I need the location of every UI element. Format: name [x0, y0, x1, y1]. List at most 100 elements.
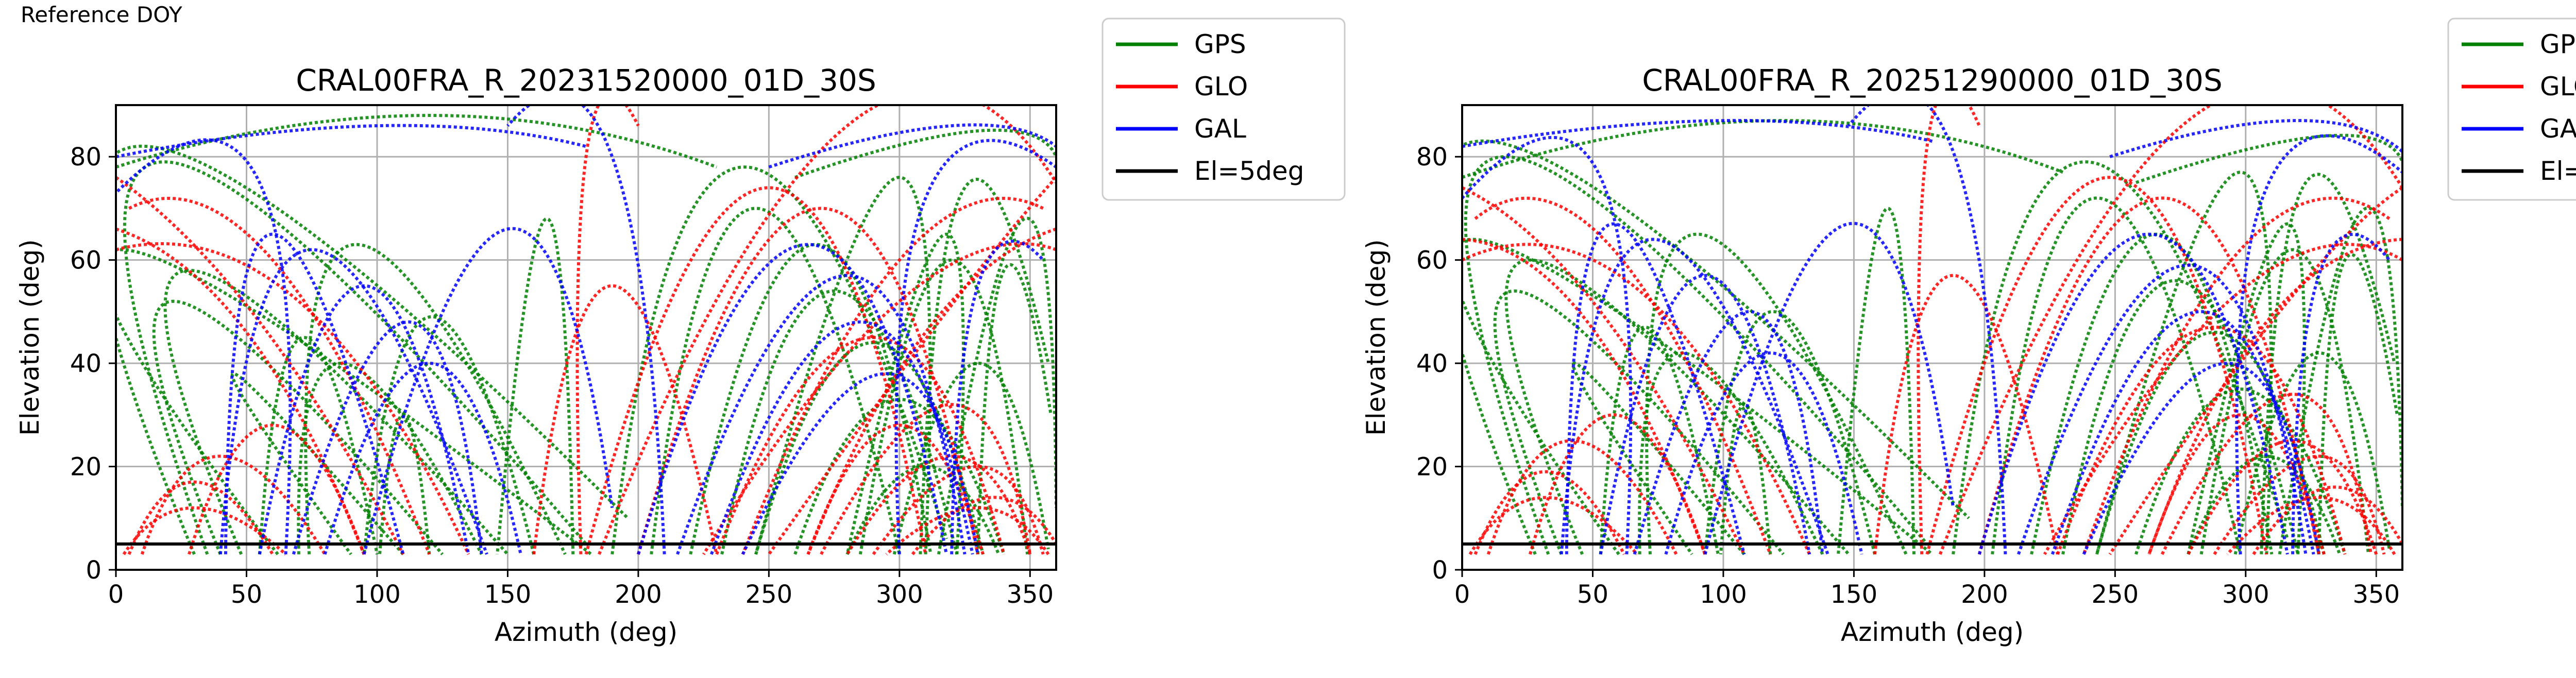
x-tick-label: 250	[2092, 580, 2139, 609]
series-gps-track	[1462, 238, 1934, 556]
series-gal-track	[218, 248, 488, 555]
series-gps-track	[976, 263, 1053, 554]
series-glo-track	[1873, 274, 2059, 555]
x-axis-label: Azimuth (deg)	[1841, 617, 2024, 647]
series-glo-track	[1462, 243, 1811, 555]
series-glo-track	[1462, 238, 1707, 555]
series-glo-track	[2043, 243, 2402, 555]
series-gps-track	[123, 160, 587, 555]
legend-label: GAL	[1194, 114, 1246, 144]
axes-frame	[1461, 104, 2403, 571]
x-tick-label: 0	[1454, 580, 1470, 609]
series-gps-track	[1991, 196, 2242, 555]
legend: GPS GLO GAL El=5deg	[2447, 18, 2576, 201]
series-glo-track	[845, 454, 1032, 555]
series-gps-track	[2061, 279, 2300, 555]
chart-panel-2: 0 50 100 150 200 250 300 350 0 20 40 60 80 CRAL00FRA_…	[1361, 18, 2576, 647]
y-tick-label: 60	[1416, 246, 1448, 275]
legend-label: GPS	[1194, 29, 1246, 59]
series-gps-track	[1599, 326, 1720, 555]
series-gal-track	[1462, 135, 1633, 555]
series-gal	[1462, 105, 2402, 555]
series-gal	[116, 105, 1056, 555]
series-gal-track	[894, 139, 1056, 555]
series-glo-track	[575, 105, 640, 555]
y-tick-label: 20	[70, 453, 101, 482]
legend: GPS GLO GAL El=5deg	[1101, 18, 1346, 201]
x-tick-label: 350	[2352, 580, 2400, 609]
x-tick-label: 300	[2222, 580, 2269, 609]
y-tick-label: 0	[86, 556, 101, 585]
series-gal-track	[1599, 274, 1811, 555]
series-gal-track	[2050, 310, 2315, 555]
series-gps-track	[1504, 258, 1850, 555]
series-gal-track	[2016, 263, 2308, 555]
series-gal-track	[1703, 222, 1955, 555]
series-gps-track	[720, 289, 959, 555]
series-glo-track	[1917, 105, 1981, 554]
y-tick-label: 40	[70, 349, 101, 378]
x-axis-label: Azimuth (deg)	[495, 617, 677, 647]
series-glo-track	[1977, 196, 2320, 555]
series-gal-track	[1847, 105, 2007, 555]
axes-frame	[115, 104, 1057, 571]
series-glo-track	[598, 105, 1056, 555]
series-gal-track	[1565, 222, 1746, 555]
series-gal-track	[741, 372, 979, 555]
series-glo-track	[116, 242, 470, 555]
series-gal-track	[224, 232, 405, 555]
series-glo-track	[140, 454, 327, 555]
legend-box	[1101, 18, 1346, 201]
series-glo-track	[872, 465, 1045, 555]
legend-label: GPS	[2540, 29, 2576, 59]
series-gal-track	[637, 243, 948, 555]
series-gal-track	[116, 138, 292, 555]
series-gps-track	[650, 207, 901, 555]
y-axis-label: Elevation (deg)	[1361, 239, 1391, 435]
series-gal-track	[116, 124, 587, 159]
series-glo-track	[741, 197, 1044, 555]
series-glo-track	[715, 335, 1006, 555]
plot-area	[1462, 105, 2402, 556]
y-tick-label: 60	[70, 246, 101, 275]
series-glo-track	[2147, 238, 2402, 555]
series-gps-track	[1462, 139, 1970, 555]
series-gal-track	[676, 274, 967, 555]
series-gps-track	[2317, 253, 2399, 554]
y-tick-label: 40	[1416, 349, 1448, 378]
series-gps-track	[845, 465, 1001, 555]
x-tick-label: 100	[1700, 580, 1747, 609]
series-glo	[116, 105, 1056, 556]
series-gps-track	[1571, 362, 1745, 555]
chart-panel-1: 0 50 100 150 200 250 300 350 0 20 40 60 80 CRAL00FRA_…	[15, 18, 1346, 647]
series-gps-track	[116, 248, 592, 556]
series-glo-track	[1473, 470, 1625, 555]
series-glo-track	[188, 423, 366, 555]
series-gps-track	[1462, 119, 2064, 179]
legend-label: GAL	[2540, 114, 2576, 144]
series-gps-track	[378, 413, 431, 555]
legend-label: El=5deg	[2540, 156, 2576, 186]
series-glo-track	[116, 176, 405, 555]
series-glo-track	[2082, 196, 2391, 555]
series-gps-track	[2095, 171, 2273, 555]
series-glo-track	[1468, 496, 1638, 555]
series-gal-track	[1462, 118, 1933, 148]
series-glo-track	[1528, 413, 1707, 555]
series-gps-track	[754, 176, 932, 555]
legend-label: GLO	[2540, 72, 2576, 101]
series-glo-track	[1474, 196, 1772, 555]
x-tick-label: 350	[1006, 580, 1054, 609]
y-tick-label: 20	[1416, 453, 1448, 482]
series-gps-track	[304, 243, 567, 555]
series-gal-track	[258, 284, 470, 555]
series-glo-track	[2108, 186, 2402, 555]
series-gps-track	[845, 232, 965, 555]
series-gps-track	[1645, 232, 1908, 555]
series-gal-track	[709, 320, 974, 555]
series-glo-track	[637, 207, 979, 555]
series-gal-track	[362, 227, 614, 555]
series-glo-track	[1925, 176, 2268, 555]
x-tick-label: 250	[745, 580, 793, 609]
series-glo-track	[127, 480, 274, 555]
